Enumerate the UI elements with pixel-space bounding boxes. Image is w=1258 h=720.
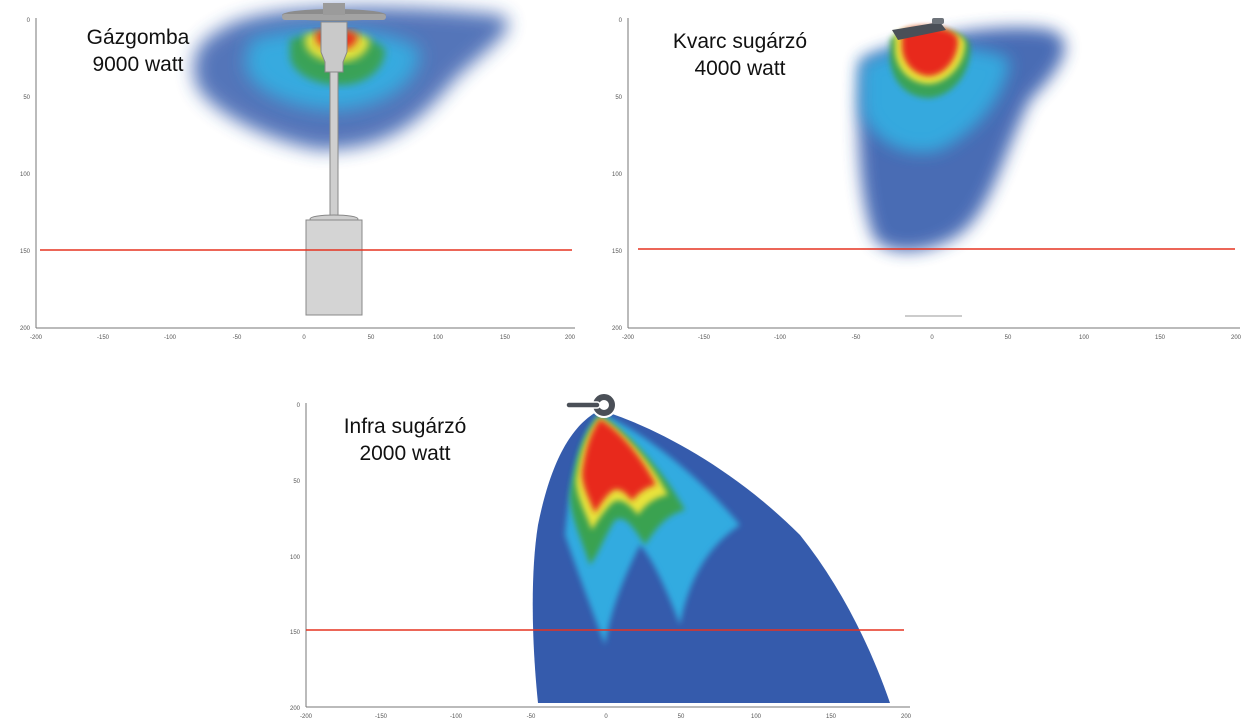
y-tick: 200 <box>612 326 623 332</box>
x-tick: 150 <box>826 714 837 720</box>
panel-gas-mushroom-heater: Gázgomba 9000 watt 0 50 100 150 200 -200… <box>0 0 590 345</box>
y-tick: 100 <box>290 555 301 561</box>
x-tick: 50 <box>678 714 685 720</box>
axis-ticks: 0 50 100 150 200 -200 -150 -100 -50 0 50… <box>0 0 590 345</box>
x-tick: 150 <box>500 335 511 341</box>
y-tick: 0 <box>297 403 301 409</box>
x-tick: -100 <box>774 335 787 341</box>
x-tick: 100 <box>433 335 444 341</box>
y-tick: 50 <box>23 95 30 101</box>
y-tick: 150 <box>20 249 31 255</box>
y-tick: 50 <box>293 479 300 485</box>
x-tick: -100 <box>164 335 177 341</box>
y-tick: 100 <box>20 172 31 178</box>
x-tick: 0 <box>302 335 306 341</box>
axis-ticks: 0 50 100 150 200 -200 -150 -100 -50 0 50… <box>600 0 1258 345</box>
y-tick: 150 <box>290 630 301 636</box>
x-tick: 200 <box>1231 335 1242 341</box>
x-tick: 100 <box>1079 335 1090 341</box>
y-tick: 200 <box>20 326 31 332</box>
x-tick: 0 <box>604 714 608 720</box>
x-tick: -200 <box>622 335 635 341</box>
x-tick: 200 <box>901 714 912 720</box>
x-tick: 50 <box>368 335 375 341</box>
x-tick: 150 <box>1155 335 1166 341</box>
x-tick: -50 <box>527 714 536 720</box>
x-tick: -100 <box>450 714 463 720</box>
x-tick: -200 <box>30 335 43 341</box>
y-tick: 200 <box>290 706 301 712</box>
panel-quartz-heater: Kvarc sugárzó 4000 watt 0 50 100 150 200… <box>600 0 1258 345</box>
panel-infrared-heater: Infra sugárzó 2000 watt 0 50 100 150 200… <box>270 385 930 720</box>
x-tick: -150 <box>375 714 388 720</box>
x-tick: -200 <box>300 714 313 720</box>
y-tick: 0 <box>27 18 31 24</box>
y-tick: 50 <box>615 95 622 101</box>
x-tick: 200 <box>565 335 576 341</box>
y-tick: 0 <box>619 18 623 24</box>
x-tick: 50 <box>1005 335 1012 341</box>
y-tick: 100 <box>612 172 623 178</box>
x-tick: -50 <box>852 335 861 341</box>
x-tick: -150 <box>97 335 110 341</box>
x-tick: -50 <box>233 335 242 341</box>
x-tick: 100 <box>751 714 762 720</box>
x-tick: 0 <box>930 335 934 341</box>
axis-ticks: 0 50 100 150 200 -200 -150 -100 -50 0 50… <box>270 385 930 720</box>
y-tick: 150 <box>612 249 623 255</box>
x-tick: -150 <box>698 335 711 341</box>
